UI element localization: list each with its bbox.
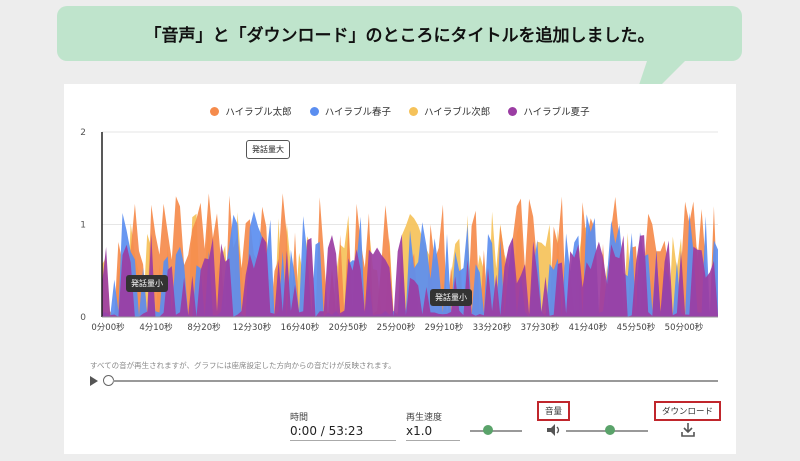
- y-tick-label: 2: [80, 128, 86, 138]
- speed-underline: [406, 440, 460, 441]
- callout-text: 「音声」と「ダウンロード」のところにタイトルを追加しました。: [144, 26, 655, 46]
- x-tick-label: 45分50秒: [617, 322, 656, 333]
- volume-title: 音量: [537, 401, 571, 421]
- legend-label: ハイラブル夏子: [523, 107, 590, 118]
- legend-dot-icon: [508, 106, 518, 116]
- x-tick-label: 20分50秒: [329, 322, 368, 333]
- legend-item-natsuko[interactable]: ハイラブル夏子: [508, 104, 590, 118]
- legend-item-jiro[interactable]: ハイラブル次郎: [409, 104, 490, 118]
- volume-slider-handle[interactable]: [605, 425, 615, 435]
- x-tick-label: 25分00秒: [377, 322, 416, 333]
- time-value: 0:00 / 53:23: [290, 424, 364, 438]
- player-card: ハイラブル太郎 ハイラブル春子 ハイラブル次郎 ハイラブル夏子 0 1 2 0分00秒…: [64, 84, 736, 454]
- legend-dot-icon: [210, 106, 220, 116]
- seek-bar[interactable]: [88, 374, 718, 388]
- download-icon[interactable]: [680, 422, 696, 438]
- legend-label: ハイラブル春子: [324, 107, 391, 118]
- seek-track[interactable]: [113, 380, 718, 382]
- play-icon[interactable]: [90, 376, 98, 386]
- x-tick-label: 12分30秒: [233, 322, 272, 333]
- annotation-high: 発話量大: [246, 140, 290, 159]
- x-tick-label: 4分10秒: [139, 322, 173, 333]
- y-tick-label: 0: [80, 313, 86, 323]
- x-tick-label: 37分30秒: [521, 322, 560, 333]
- speed-value[interactable]: x1.0: [406, 424, 433, 438]
- playback-note: すべての音が再生されますが、グラフには座席設定した方向からの音だけが反映されます…: [90, 361, 396, 370]
- annotation-low-2: 発話量小: [430, 289, 472, 306]
- callout-banner: 「音声」と「ダウンロード」のところにタイトルを追加しました。: [57, 6, 742, 61]
- x-tick-label: 41分40秒: [569, 322, 608, 333]
- x-tick-label: 50分00秒: [665, 322, 704, 333]
- x-tick-label: 29分10秒: [425, 322, 464, 333]
- speed-slider-handle[interactable]: [483, 425, 493, 435]
- time-underline: [290, 440, 396, 441]
- speed-slider-track[interactable]: [470, 430, 522, 432]
- legend-dot-icon: [409, 106, 418, 116]
- series-area-3: [102, 233, 718, 317]
- download-title: ダウンロード: [654, 401, 722, 421]
- chart-legend: ハイラブル太郎 ハイラブル春子 ハイラブル次郎 ハイラブル夏子: [64, 104, 736, 118]
- legend-dot-icon: [309, 106, 319, 116]
- speed-label: 再生速度: [406, 413, 443, 423]
- legend-label: ハイラブル次郎: [424, 107, 491, 118]
- legend-item-haruko[interactable]: ハイラブル春子: [309, 104, 391, 118]
- x-tick-label: 0分00秒: [91, 322, 125, 333]
- x-tick-label: 33分20秒: [473, 322, 512, 333]
- annotation-low-1: 発話量小: [126, 275, 168, 292]
- y-tick-label: 1: [80, 221, 86, 231]
- legend-label: ハイラブル太郎: [225, 107, 292, 118]
- legend-item-taro[interactable]: ハイラブル太郎: [210, 104, 292, 118]
- speaker-icon[interactable]: [546, 423, 562, 437]
- speech-volume-chart: 0 1 2 0分00秒 4分10秒 8分20秒 12分30秒 16分40秒 20分50秒 25分0…: [80, 128, 718, 333]
- x-tick-label: 16分40秒: [281, 322, 320, 333]
- time-label: 時間: [290, 413, 309, 423]
- x-tick-label: 8分20秒: [187, 322, 221, 333]
